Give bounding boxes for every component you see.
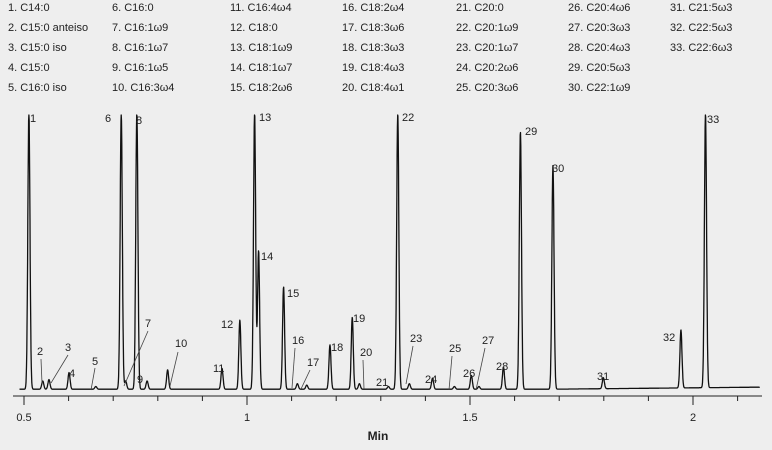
legend-entry: 33. C22:6ω3 [670,42,733,54]
legend-entry: 12. C18:0 [230,22,278,34]
legend-entry: 4. C15:0 [8,62,50,74]
x-tick-label: 2 [690,412,696,424]
legend-entry: 32. C22:5ω3 [670,22,733,34]
peak-label-19: 19 [353,313,365,325]
peak-label-18: 18 [331,342,343,354]
x-axis-ticks: 0.5 1 1.5 2 [16,396,739,424]
peak-leader-10 [169,351,179,387]
legend-entry: 1. C14:0 [8,2,50,14]
peak-label-27: 27 [482,335,494,347]
peak-label-15: 15 [287,288,299,300]
legend-entry: 8. C16:1ω7 [112,42,169,54]
legend-entry: 30. C22:1ω9 [568,82,631,94]
peak-leader-17 [300,369,311,390]
x-tick-label: 0.5 [16,412,31,424]
legend-entry: 27. C20:3ω3 [568,22,631,34]
peak-leader-16 [291,347,296,389]
legend-entry: 25. C20:3ω6 [456,82,519,94]
peak-label-26: 26 [463,368,475,380]
peak-label-10: 10 [175,338,187,350]
legend-entry: 19. C18:4ω3 [342,62,405,74]
legend-entry: 21. C20:0 [456,2,504,14]
peak-label-3: 3 [65,342,71,354]
peak-label-31: 31 [597,371,609,383]
legend-entry: 2. C15:0 anteiso [8,22,89,34]
peak-legend: 1. C14:0 2. C15:0 anteiso 3. C15:0 iso 4. C… [0,0,772,96]
legend-entry: 7. C16:1ω9 [112,22,169,34]
peak-label-29: 29 [525,126,537,138]
peak-leader-7 [123,330,149,387]
legend-entry: 11. C16:4ω4 [230,2,292,14]
peak-label-9: 9 [137,374,143,386]
peak-label-33: 33 [707,114,719,126]
peak-label-30: 30 [552,163,564,175]
legend-entry: 10. C16:3ω4 [112,82,175,94]
peak-label-25: 25 [449,343,461,355]
legend-entry: 9. C16:1ω5 [112,62,169,74]
peak-leader-2 [40,358,43,384]
peak-label-8: 8 [136,115,142,127]
legend-entry: 31. C21:5ω3 [670,2,733,14]
legend-entry: 22. C20:1ω9 [456,22,519,34]
peak-label-24: 24 [425,374,437,386]
peak-label-16: 16 [292,335,304,347]
peak-label-4: 4 [69,368,75,380]
peak-leader-27 [475,347,486,391]
legend-entry: 3. C15:0 iso [8,42,67,54]
legend-entry: 16. C18:2ω4 [342,2,405,14]
peak-label-6: 6 [105,113,111,125]
peak-label-32: 32 [663,332,675,344]
legend-entry: 24. C20:2ω6 [456,62,519,74]
legend-entry: 26. C20:4ω6 [568,2,631,14]
peak-label-17: 17 [307,357,319,369]
x-tick-label: 1 [244,412,250,424]
peak-label-28: 28 [496,361,508,373]
chromatogram-trace [19,114,761,390]
legend-entry: 15. C18:2ω6 [230,82,293,94]
peak-leader-23 [405,345,414,385]
peak-labels: 12 34567891011121314151617181920212223242… [30,112,719,389]
peak-label-20: 20 [360,347,372,359]
peak-label-7: 7 [145,318,151,330]
peak-label-5: 5 [92,356,98,368]
legend-entry: 6. C16:0 [112,2,154,14]
peak-label-13: 13 [259,112,271,124]
peak-label-2: 2 [37,346,43,358]
peak-label-12: 12 [221,319,233,331]
peak-label-1: 1 [30,113,36,125]
legend-entry: 18. C18:3ω3 [342,42,405,54]
peak-leader-25 [448,355,453,391]
legend-entry: 13. C18:1ω9 [230,42,293,54]
legend-entry: 14. C18:1ω7 [230,62,293,74]
legend-entry: 29. C20:5ω3 [568,62,631,74]
peak-leader-lines [40,330,486,391]
legend-entry: 20. C18:4ω1 [342,82,405,94]
peak-label-21: 21 [376,377,388,389]
peak-label-11: 11 [213,363,224,375]
legend-entry: 23. C20:1ω7 [456,42,519,54]
peak-leader-3 [50,354,69,384]
legend-entry: 17. C18:3ω6 [342,22,405,34]
legend-entry: 28. C20:4ω3 [568,42,631,54]
peak-label-14: 14 [261,251,273,263]
peak-label-23: 23 [410,333,422,345]
x-axis-label: Min [368,429,389,443]
peak-label-22: 22 [402,112,414,124]
legend-entry: 5. C16:0 iso [8,82,67,94]
peak-leader-5 [90,367,96,391]
x-tick-label: 1.5 [462,412,477,424]
peak-leader-20 [362,359,365,390]
